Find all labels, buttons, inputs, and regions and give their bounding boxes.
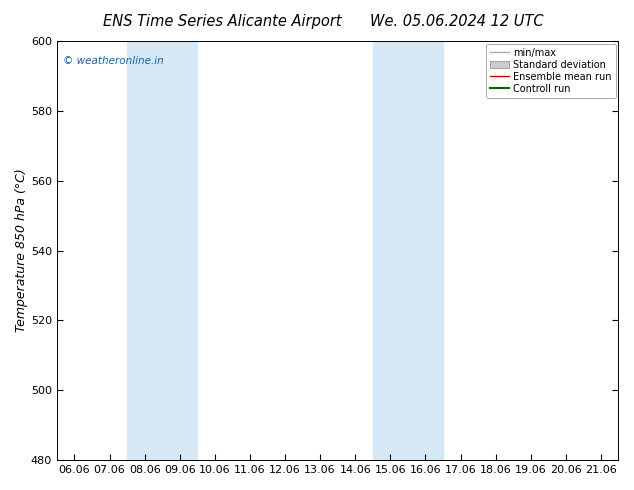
Bar [373, 41, 443, 460]
Text: © weatheronline.in: © weatheronline.in [63, 56, 163, 66]
Text: We. 05.06.2024 12 UTC: We. 05.06.2024 12 UTC [370, 14, 543, 29]
Legend: min/max, Standard deviation, Ensemble mean run, Controll run: min/max, Standard deviation, Ensemble me… [486, 44, 616, 98]
Text: ENS Time Series Alicante Airport: ENS Time Series Alicante Airport [103, 14, 341, 29]
Bar [127, 41, 197, 460]
Y-axis label: Temperature 850 hPa (°C): Temperature 850 hPa (°C) [15, 169, 28, 333]
